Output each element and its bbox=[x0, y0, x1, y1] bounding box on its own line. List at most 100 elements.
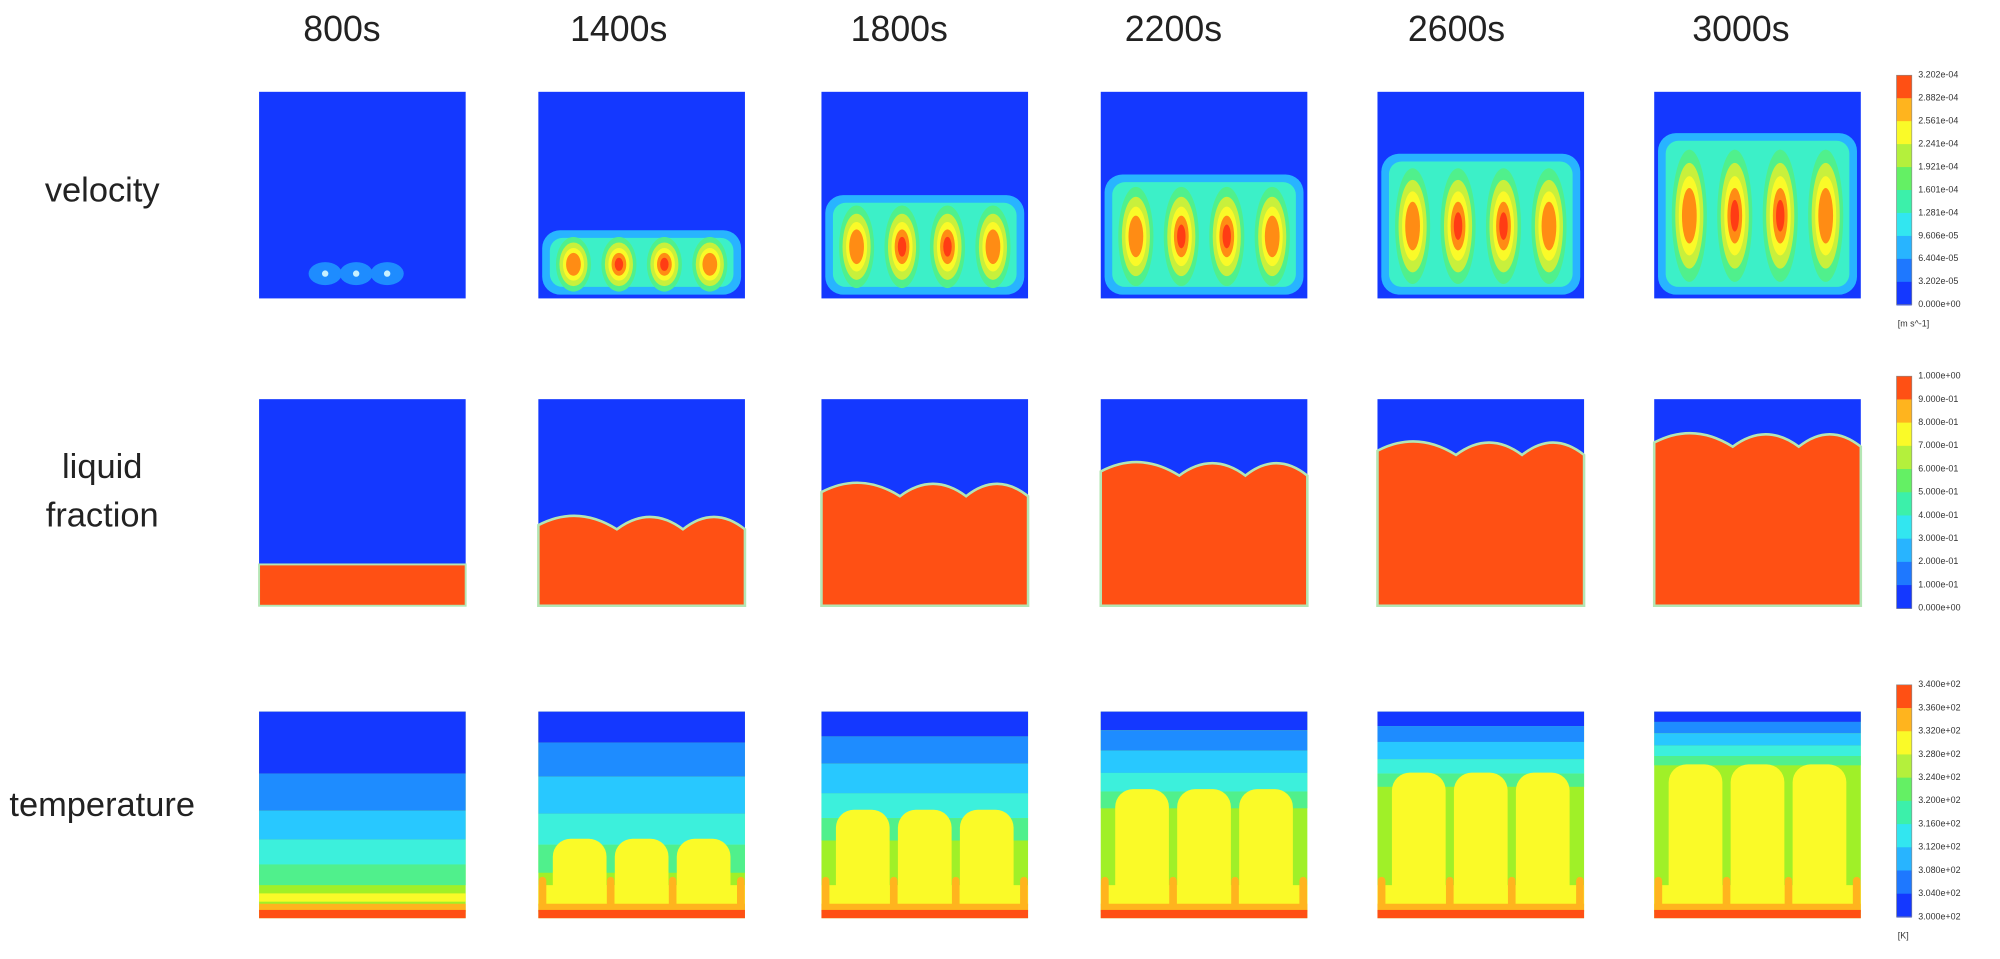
flow-core bbox=[383, 270, 391, 277]
flow-inner bbox=[1112, 182, 1296, 287]
flow-vortex bbox=[614, 257, 624, 271]
temp-band bbox=[821, 903, 1029, 912]
colorbar-band bbox=[1896, 258, 1912, 283]
contour-panel bbox=[538, 91, 745, 299]
colorbar-band bbox=[1896, 847, 1912, 872]
contour-panel bbox=[821, 91, 1029, 299]
flow-vortex bbox=[1177, 224, 1186, 249]
temp-band bbox=[821, 909, 1029, 919]
flow-vortex bbox=[660, 257, 669, 271]
colorbar-label: 3.400e+02 bbox=[1918, 679, 1960, 689]
melt-region bbox=[1652, 431, 1863, 608]
temp-band bbox=[1377, 711, 1585, 727]
flow-vortex bbox=[1453, 212, 1463, 240]
temp-stem bbox=[1784, 876, 1793, 910]
contour-panel bbox=[821, 711, 1029, 919]
temp-band bbox=[538, 776, 745, 814]
colorbar-label: 3.360e+02 bbox=[1918, 702, 1960, 712]
temp-plume bbox=[1515, 772, 1570, 914]
temp-band bbox=[1654, 721, 1861, 734]
colorbar-band bbox=[1896, 684, 1912, 709]
temp-stem bbox=[1231, 876, 1239, 910]
colorbar-label: 9.606e-05 bbox=[1918, 230, 1958, 240]
colorbar-band bbox=[1896, 422, 1912, 447]
temp-band bbox=[1654, 909, 1861, 919]
flow-vortex bbox=[1405, 201, 1420, 251]
temp-band bbox=[538, 903, 745, 912]
melt-region bbox=[258, 563, 467, 607]
temp-band bbox=[1654, 756, 1861, 766]
melt-region bbox=[537, 514, 747, 608]
temp-plume bbox=[1792, 764, 1847, 914]
temp-plume bbox=[1177, 789, 1231, 914]
colorbar-label: 3.320e+02 bbox=[1918, 726, 1960, 736]
temp-band bbox=[1377, 903, 1585, 912]
flow-vortex bbox=[1499, 212, 1508, 240]
colorbar-unit: [K] bbox=[1898, 930, 1909, 940]
temp-stem bbox=[1507, 876, 1516, 910]
colorbar-band bbox=[1896, 893, 1912, 918]
temp-plume bbox=[1453, 772, 1508, 914]
colorbar-band bbox=[1896, 121, 1912, 145]
colorbar-band bbox=[1896, 144, 1912, 168]
colorbar-frame bbox=[1896, 684, 1913, 918]
temp-stem bbox=[821, 876, 830, 910]
temp-band bbox=[1654, 745, 1861, 757]
time-label: 2200s bbox=[1125, 9, 1222, 49]
time-label: 3000s bbox=[1692, 9, 1789, 49]
temp-band bbox=[259, 839, 466, 865]
row-label: liquid bbox=[62, 448, 142, 486]
temp-band bbox=[538, 885, 745, 906]
temp-stem bbox=[668, 876, 677, 910]
colorbar-band bbox=[1896, 870, 1912, 895]
colorbar-band bbox=[1896, 399, 1912, 424]
temp-stem bbox=[1852, 876, 1861, 910]
temp-stem bbox=[1377, 876, 1386, 910]
colorbar-band bbox=[1896, 800, 1912, 825]
flow-vortex bbox=[849, 229, 864, 265]
colorbar-label: 0.000e+00 bbox=[1918, 299, 1960, 309]
temp-band bbox=[259, 810, 466, 840]
colorbar-label: 1.601e-04 bbox=[1918, 184, 1958, 194]
colorbar-unit: [m s^-1] bbox=[1898, 318, 1929, 328]
colorbar-band bbox=[1896, 515, 1912, 540]
colorbar-band bbox=[1896, 561, 1912, 586]
colorbar-band bbox=[1896, 492, 1912, 517]
colorbar-label: 2.241e-04 bbox=[1918, 138, 1958, 148]
flow-inner bbox=[1388, 161, 1573, 287]
colorbar-label: 7.000e-01 bbox=[1918, 440, 1958, 450]
temp-band bbox=[1654, 903, 1861, 912]
colorbar-label: 9.000e-01 bbox=[1918, 394, 1958, 404]
flow-vortex bbox=[897, 236, 907, 257]
colorbar-band bbox=[1896, 98, 1912, 122]
temp-band bbox=[1100, 909, 1308, 919]
colorbar-label: 3.280e+02 bbox=[1918, 749, 1960, 759]
temp-plume bbox=[1239, 789, 1293, 914]
flow-vortex bbox=[985, 229, 1001, 265]
temp-band bbox=[1100, 750, 1308, 773]
temp-band bbox=[1100, 903, 1308, 912]
temp-band bbox=[538, 909, 745, 919]
temp-band bbox=[821, 763, 1029, 794]
colorbar-label: 4.000e-01 bbox=[1918, 510, 1958, 520]
contour-panel bbox=[259, 711, 466, 919]
flow-core bbox=[352, 270, 360, 277]
flow-vortex bbox=[1681, 188, 1697, 244]
contour-panel bbox=[1377, 91, 1585, 299]
colorbar-label: 6.404e-05 bbox=[1918, 253, 1958, 263]
colorbar-band bbox=[1896, 167, 1912, 191]
temp-band bbox=[1377, 741, 1585, 760]
temp-stem bbox=[1299, 876, 1308, 910]
colorbar-label: 3.202e-04 bbox=[1918, 70, 1958, 80]
temp-stem bbox=[1020, 876, 1028, 910]
temp-stem bbox=[1576, 876, 1584, 910]
temp-plume bbox=[1115, 789, 1169, 914]
colorbar-band bbox=[1896, 445, 1912, 470]
temp-band bbox=[1100, 772, 1308, 792]
contour-panel bbox=[259, 91, 466, 299]
flow-inner bbox=[1665, 140, 1850, 287]
temp-plume bbox=[1668, 764, 1723, 914]
contour-panel bbox=[1099, 399, 1309, 608]
colorbar-band bbox=[1896, 538, 1912, 563]
